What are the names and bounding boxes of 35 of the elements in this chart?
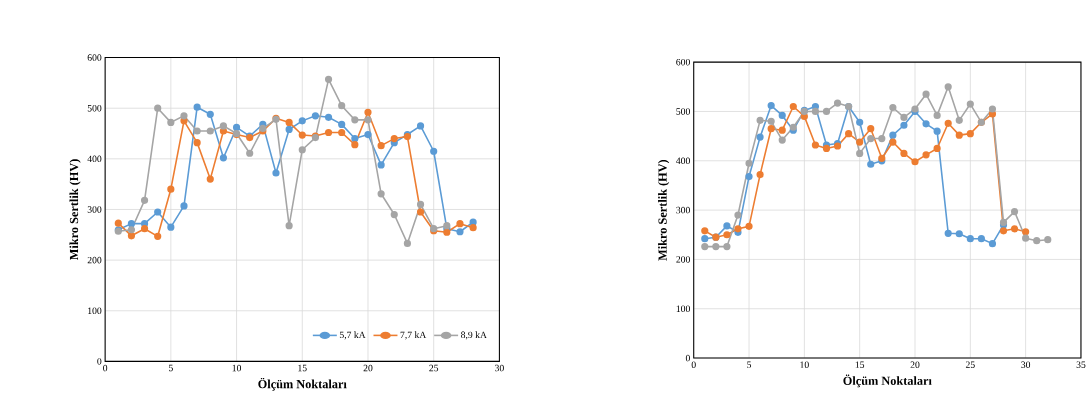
y-tick-label: 100 — [88, 307, 102, 315]
x-tick-label: 20 — [910, 361, 920, 368]
x-tick-label: 30 — [1021, 361, 1031, 368]
y-tick-label: 0 — [685, 354, 690, 362]
x-tick-label: 0 — [691, 361, 696, 368]
y-tick-label: 400 — [87, 155, 102, 163]
y-tick-label: 400 — [676, 157, 690, 165]
y-tick-label: 500 — [676, 108, 690, 115]
y-tick-label: 200 — [676, 256, 690, 263]
x-tick-label: 0 — [103, 364, 108, 372]
legend-label: 7,7 kA — [400, 331, 427, 340]
x-tick-label: 15 — [855, 361, 865, 368]
x-tick-label: 30 — [495, 364, 504, 372]
legend-label: 8,9 kA — [461, 331, 487, 340]
x-tick-label: 15 — [298, 364, 307, 372]
x-axis-title: Ölçüm Noktaları — [843, 374, 932, 388]
y-axis-title: Mikro Sertlik (HV) — [658, 159, 670, 261]
y-tick-label: 600 — [676, 58, 690, 66]
legend-label: 5,7 kA — [339, 331, 366, 340]
x-tick-label: 10 — [232, 364, 242, 372]
y-tick-label: 200 — [87, 256, 102, 264]
x-tick-label: 35 — [1076, 361, 1086, 368]
x-tick-label: 25 — [429, 364, 439, 372]
x-tick-label: 25 — [965, 361, 975, 368]
y-tick-label: 300 — [87, 206, 102, 213]
y-tick-label: 500 — [87, 104, 102, 112]
y-tick-label: 100 — [676, 305, 690, 313]
y-tick-label: 600 — [87, 54, 102, 61]
x-axis-title: Ölçüm Noktaları — [258, 377, 347, 391]
y-tick-label: 300 — [676, 206, 690, 214]
x-tick-label: 10 — [800, 361, 809, 368]
x-tick-label: 5 — [169, 364, 173, 372]
x-tick-label: 5 — [747, 361, 752, 368]
y-axis-title: Mikro Sertlik (HV) — [69, 159, 81, 261]
x-tick-label: 20 — [363, 364, 373, 372]
